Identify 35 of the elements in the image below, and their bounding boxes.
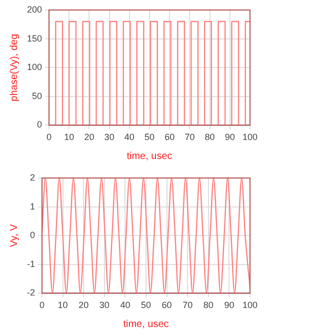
x-tick-label: 50	[144, 132, 155, 142]
x-tick-label: 70	[182, 300, 193, 310]
x-axis-title: time, usec	[123, 318, 169, 330]
y-axis-title: phase(Vy), deg	[8, 34, 20, 102]
y-tick-label: 100	[26, 62, 42, 72]
x-tick-label: 30	[104, 132, 114, 142]
y-tick-label: 150	[26, 33, 42, 44]
x-tick-label: 80	[204, 132, 215, 142]
x-tick-label: 40	[120, 300, 130, 310]
x-tick-label: 60	[164, 132, 175, 142]
y-tick-label: 50	[32, 90, 42, 101]
x-tick-label: 10	[58, 300, 68, 310]
x-tick-label: 100	[242, 132, 258, 142]
y-tick-label: 1	[30, 201, 35, 212]
x-tick-label: 10	[64, 132, 74, 142]
x-tick-label: 20	[78, 300, 89, 310]
x-axis-title: time, usec	[126, 150, 172, 162]
x-tick-label: 60	[162, 300, 172, 310]
y-tick-label: 0	[37, 120, 42, 130]
x-tick-label: 0	[46, 132, 52, 142]
x-tick-label: 40	[124, 132, 134, 142]
y-tick-label: 0	[30, 230, 35, 240]
x-tick-label: 30	[99, 300, 110, 310]
x-tick-label: 80	[203, 300, 214, 310]
y-tick-label: -1	[26, 258, 35, 269]
x-tick-label: 50	[140, 300, 152, 310]
y-axis-title: Vy, V	[8, 224, 20, 247]
x-tick-label: 100	[242, 300, 258, 310]
y-tick-label: -2	[26, 288, 35, 298]
x-tick-label: 70	[184, 132, 195, 142]
x-tick-label: 90	[224, 132, 235, 142]
x-tick-label: 90	[224, 300, 234, 310]
y-tick-label: 2	[30, 172, 35, 182]
y-tick-label: 200	[26, 4, 42, 14]
x-tick-label: 20	[84, 132, 94, 142]
